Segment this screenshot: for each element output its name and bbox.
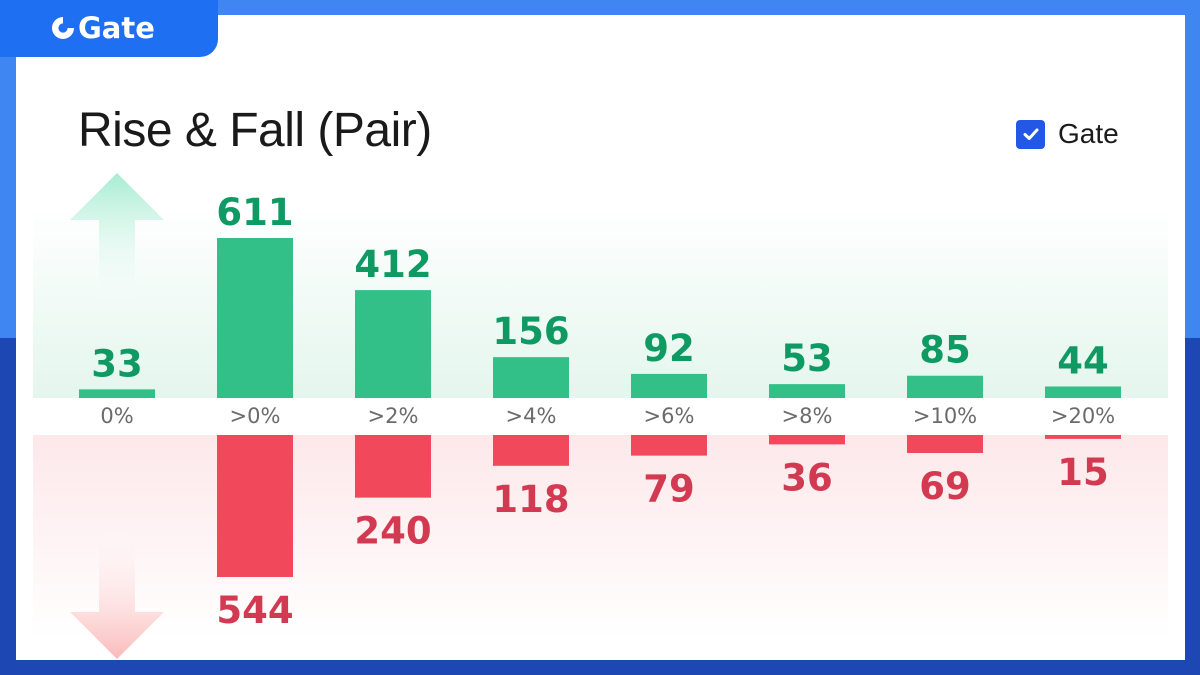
- down-arrow-icon: [70, 515, 164, 659]
- x-tick-label: >10%: [913, 404, 977, 428]
- fall-value-label: 69: [919, 465, 971, 508]
- rise-value-label: 85: [919, 329, 971, 372]
- fall-band: [33, 435, 1168, 640]
- legend: Gate: [1016, 118, 1119, 150]
- brand-logo: Gate: [50, 9, 155, 47]
- gate-logo-icon: [52, 17, 74, 39]
- rise-band: [33, 203, 1168, 398]
- rise-bar: [1045, 386, 1121, 398]
- fall-bar: [769, 435, 845, 445]
- fall-value-label: 118: [492, 478, 569, 521]
- x-tick-label: >6%: [644, 404, 695, 428]
- rise-fall-chart: 33 0% 611 >0% 544 412 >2% 240 156 >4% 118 92 >6% 79 53…: [33, 173, 1168, 659]
- x-tick-label: >8%: [782, 404, 833, 428]
- x-tick-label: >2%: [368, 404, 419, 428]
- legend-checkbox[interactable]: [1016, 119, 1045, 149]
- rise-value-label: 412: [354, 243, 431, 286]
- fall-value-label: 15: [1057, 451, 1109, 494]
- rise-value-label: 92: [643, 327, 695, 370]
- rise-value-label: 44: [1057, 339, 1109, 382]
- fall-bar: [907, 435, 983, 454]
- rise-bar: [769, 384, 845, 398]
- rise-value-label: 156: [492, 310, 569, 353]
- check-icon: [1023, 128, 1038, 140]
- fall-bar: [493, 435, 569, 466]
- rise-value-label: 611: [216, 191, 293, 234]
- fall-bar: [217, 435, 293, 577]
- fall-bar: [1045, 435, 1121, 439]
- fall-value-label: 240: [354, 510, 431, 553]
- fall-value-label: 544: [216, 589, 293, 632]
- x-tick-label: 0%: [100, 404, 133, 428]
- fall-value-label: 36: [781, 456, 833, 499]
- rise-value-label: 33: [91, 342, 143, 385]
- rise-bar: [631, 373, 707, 398]
- legend-label: Gate: [1058, 118, 1119, 149]
- rise-value-label: 53: [781, 337, 833, 380]
- rise-bar: [907, 375, 983, 398]
- fall-value-label: 79: [643, 468, 695, 511]
- chart-title: Rise & Fall (Pair): [78, 104, 432, 157]
- x-tick-label: >4%: [506, 404, 557, 428]
- x-tick-label: >0%: [230, 404, 281, 428]
- rise-bar: [217, 238, 293, 398]
- brand-name: Gate: [78, 11, 155, 45]
- chart-marks: 33 0% 611 >0% 544 412 >2% 240 156 >4% 118 92 >6% 79 53…: [79, 191, 1121, 632]
- brand-tab: Gate: [0, 0, 218, 57]
- rise-bar: [355, 290, 431, 398]
- fall-bar: [631, 435, 707, 456]
- up-arrow-icon: [70, 173, 164, 315]
- rise-bar: [79, 389, 155, 398]
- rise-bar: [493, 357, 569, 398]
- chart-card: 33 0% 611 >0% 544 412 >2% 240 156 >4% 118 92 >6% 79 53…: [16, 15, 1185, 660]
- fall-bar: [355, 435, 431, 498]
- x-tick-label: >20%: [1051, 404, 1115, 428]
